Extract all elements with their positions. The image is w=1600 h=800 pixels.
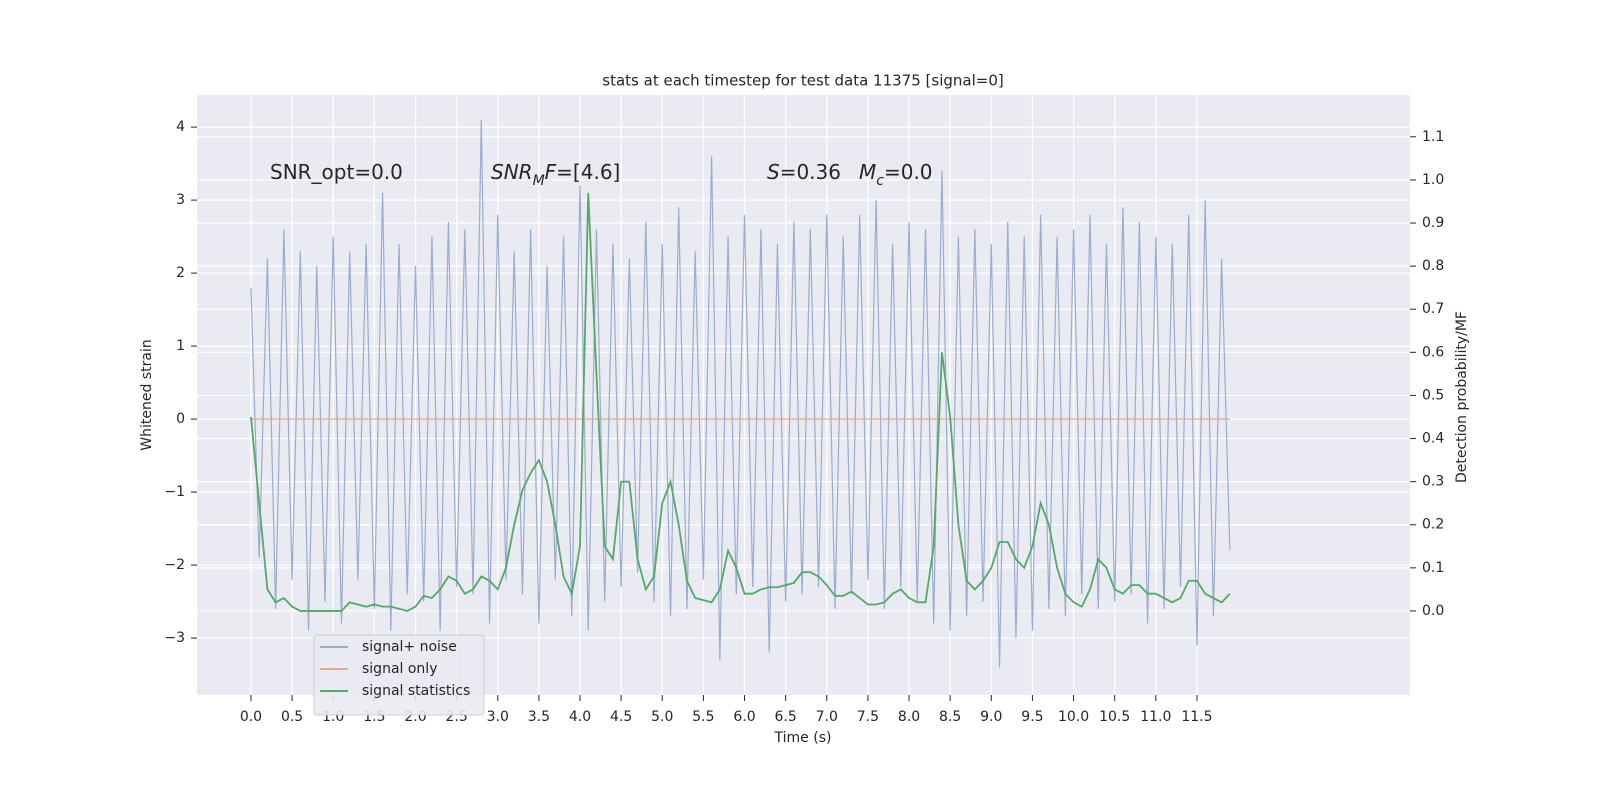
x-tick-label: 8.0 bbox=[898, 709, 920, 725]
y-tick-label: −2 bbox=[164, 557, 185, 573]
legend-label: signal statistics bbox=[362, 683, 470, 699]
legend-box bbox=[313, 634, 485, 716]
y-tick-label: 3 bbox=[176, 192, 185, 208]
legend-label: signal only bbox=[362, 661, 437, 677]
y2-tick-label: 0.4 bbox=[1422, 431, 1444, 447]
x-tick-label: 9.5 bbox=[1021, 709, 1043, 725]
y2-tick-label: 0.6 bbox=[1422, 344, 1444, 360]
x-tick-label: 3.0 bbox=[487, 709, 509, 725]
y-tick-label: 2 bbox=[176, 265, 185, 281]
x-tick-label: 11.0 bbox=[1140, 709, 1171, 725]
x-tick-label: 10.0 bbox=[1058, 709, 1089, 725]
y-tick-label: −3 bbox=[164, 630, 185, 646]
annotation-part: SNR_opt=0.0 bbox=[270, 160, 403, 184]
series-line bbox=[250, 192, 1231, 612]
x-tick-label: 5.5 bbox=[692, 709, 714, 725]
x-tick-label: 10.5 bbox=[1099, 709, 1130, 725]
y2-tick-label: 1.0 bbox=[1422, 172, 1444, 188]
annotation-part: =0.0 bbox=[884, 160, 933, 184]
x-tick-label: 4.5 bbox=[610, 709, 632, 725]
y2-tick-label: 0.0 bbox=[1422, 603, 1444, 619]
y2-tick-label: 0.8 bbox=[1422, 258, 1444, 274]
x-tick-label: 3.5 bbox=[528, 709, 550, 725]
x-tick-label: 6.5 bbox=[775, 709, 797, 725]
y2-tick-label: 0.5 bbox=[1422, 387, 1444, 403]
legend-label: signal+ noise bbox=[362, 639, 457, 655]
annotation-part: =0.36 bbox=[780, 160, 841, 184]
y2-axis-label: Detection probability/MF bbox=[1454, 311, 1470, 483]
y-tick-label: 1 bbox=[176, 338, 185, 354]
annotation-part: =[4.6] bbox=[556, 160, 620, 184]
annotation: SNRMF=[4.6] bbox=[491, 160, 620, 190]
x-tick-label: 5.0 bbox=[651, 709, 673, 725]
annotation: SNR_opt=0.0 bbox=[270, 160, 403, 184]
y-tick-label: 4 bbox=[176, 119, 185, 135]
annotation-part: F bbox=[545, 160, 557, 184]
x-tick-label: 6.0 bbox=[733, 709, 755, 725]
y2-tick-label: 0.9 bbox=[1422, 215, 1444, 231]
y-tick-label: 0 bbox=[176, 411, 185, 427]
x-tick-label: 4.0 bbox=[569, 709, 591, 725]
annotation: S=0.36 bbox=[767, 160, 841, 184]
series-line bbox=[250, 119, 1231, 668]
x-tick-label: 0.0 bbox=[240, 709, 262, 725]
annotation-part: SNR bbox=[491, 160, 533, 184]
y2-tick-label: 0.2 bbox=[1422, 517, 1444, 533]
y2-tick-label: 0.7 bbox=[1422, 301, 1444, 317]
annotation: Mc=0.0 bbox=[859, 160, 933, 190]
x-tick-label: 9.0 bbox=[980, 709, 1002, 725]
x-axis-label: Time (s) bbox=[774, 730, 832, 746]
y-axis-label: Whitened strain bbox=[139, 339, 155, 450]
chart-title: stats at each timestep for test data 113… bbox=[602, 72, 1003, 90]
annotation-part: c bbox=[876, 173, 884, 189]
x-tick-label: 7.5 bbox=[857, 709, 879, 725]
y-tick-label: −1 bbox=[164, 484, 185, 500]
annotation-part: S bbox=[767, 160, 780, 184]
annotation-part: M bbox=[533, 173, 545, 189]
y2-tick-label: 0.1 bbox=[1422, 560, 1444, 576]
y2-tick-label: 0.3 bbox=[1422, 474, 1444, 490]
x-tick-label: 11.5 bbox=[1181, 709, 1212, 725]
legend: signal+ noise signal only signal statistic… bbox=[313, 634, 485, 716]
x-tick-label: 7.0 bbox=[816, 709, 838, 725]
x-tick-label: 8.5 bbox=[939, 709, 961, 725]
annotation-part: M bbox=[859, 160, 876, 184]
x-tick-label: 0.5 bbox=[281, 709, 303, 725]
y2-tick-label: 1.1 bbox=[1422, 129, 1444, 145]
